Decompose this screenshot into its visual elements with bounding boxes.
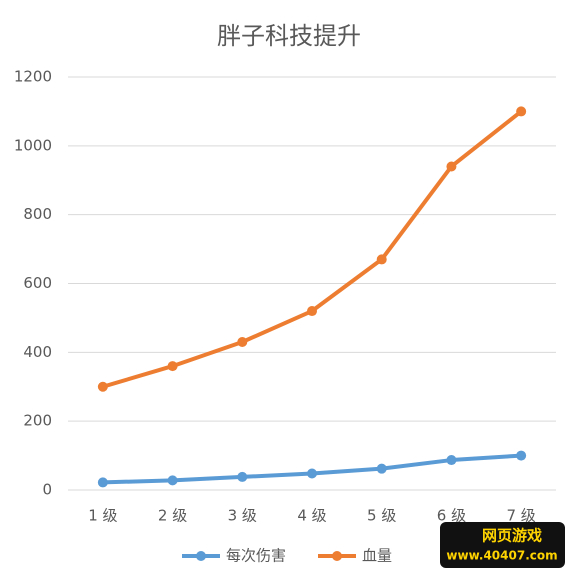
point xyxy=(516,106,527,117)
watermark-title: 网页游戏 xyxy=(482,527,542,545)
watermark-url: www.40407.com xyxy=(446,549,557,563)
x-tick-label: 7 级 xyxy=(506,507,535,525)
point xyxy=(446,455,457,466)
legend-label: 血量 xyxy=(362,547,392,565)
x-tick-label: 4 级 xyxy=(297,507,326,525)
watermark-bg xyxy=(440,522,565,568)
y-tick-label: 0 xyxy=(42,481,52,499)
point xyxy=(167,475,178,486)
point xyxy=(97,477,108,488)
point xyxy=(376,254,387,265)
y-tick-label: 200 xyxy=(23,412,52,430)
legend-marker xyxy=(332,551,342,561)
x-tick-label: 5 级 xyxy=(367,507,396,525)
y-tick-label: 600 xyxy=(23,274,52,292)
point xyxy=(307,306,317,317)
point xyxy=(516,450,527,461)
chart-title: 胖子科技提升 xyxy=(217,22,361,50)
point xyxy=(376,463,387,474)
y-tick-label: 1200 xyxy=(14,68,52,86)
point xyxy=(97,381,108,392)
legend-label: 每次伤害 xyxy=(226,547,286,565)
point xyxy=(237,337,248,348)
y-tick-label: 400 xyxy=(23,343,52,361)
point xyxy=(446,161,457,172)
point xyxy=(307,468,317,479)
watermark: 网页游戏 www.40407.com xyxy=(440,522,565,568)
x-tick-label: 3 级 xyxy=(228,507,257,525)
point xyxy=(237,471,248,482)
series-line xyxy=(102,109,523,389)
y-tick-label: 800 xyxy=(23,205,52,223)
x-tick-label: 6 级 xyxy=(437,507,466,525)
x-tick-label: 1 级 xyxy=(88,507,117,525)
point xyxy=(167,361,178,372)
y-tick-label: 1000 xyxy=(14,136,52,154)
legend-marker xyxy=(196,551,206,561)
x-tick-label: 2 级 xyxy=(158,507,187,525)
